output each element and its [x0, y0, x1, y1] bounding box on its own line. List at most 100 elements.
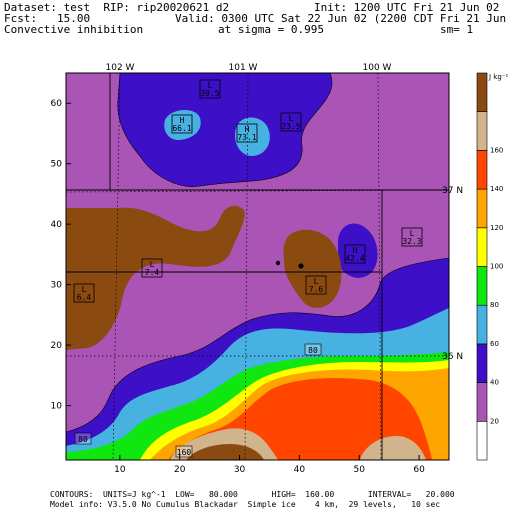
plot-frame — [65, 72, 450, 461]
colorbar-segment — [476, 227, 488, 267]
bottom-axis: 10 20 30 40 50 60 — [114, 455, 425, 475]
left-axis: 10 20 30 40 50 60 — [51, 99, 71, 412]
extremum-marker-high: H66.1 — [171, 114, 193, 134]
colorbar-tick-label: 160 — [490, 146, 503, 154]
state-boundaries — [66, 73, 449, 460]
meridian-102w — [112, 72, 121, 461]
marker-box — [401, 227, 423, 247]
marker-type: L — [289, 114, 294, 123]
colorbar-units: J kg⁻¹ — [488, 73, 508, 81]
contour-value-label: 80 — [74, 432, 92, 445]
bottom-tick-label: 50 — [354, 465, 366, 475]
fill-blue-north — [117, 73, 332, 187]
bottom-tick-label: 20 — [174, 465, 186, 475]
city-dot-2 — [298, 263, 304, 269]
contour-line-north — [117, 73, 333, 187]
sigma-level-label: at sigma = 0.995 — [218, 23, 324, 36]
extremum-marker-low: L39.5 — [199, 79, 221, 99]
colorbar-tick-label: 40 — [490, 379, 499, 387]
bottom-tick-label: 60 — [413, 465, 425, 475]
smoothing-label: sm= 1 — [440, 23, 474, 36]
marker-box — [305, 275, 327, 295]
marker-box — [199, 79, 221, 99]
fill-cyan-north-west — [164, 109, 201, 140]
contour-lines — [66, 73, 449, 433]
lat-lon-grid — [65, 72, 450, 461]
colorbar-tick-label: 100 — [490, 263, 503, 271]
fill-cyan-north-east — [234, 117, 270, 156]
fill-brown-central — [283, 229, 342, 308]
marker-value: 23.5 — [281, 122, 300, 131]
longitude-label: 101 W — [229, 63, 258, 73]
colorbar-tick-label: 20 — [490, 417, 499, 425]
marker-type: H — [180, 116, 185, 125]
marker-box — [141, 258, 163, 278]
left-tick-label: 20 — [51, 341, 63, 351]
marker-value: 6.4 — [77, 293, 92, 302]
colorbar-segment — [476, 304, 488, 345]
colorbar-segment — [476, 343, 488, 383]
extremum-marker-low: L7.4 — [141, 258, 163, 278]
contour-label-text: 160 — [177, 448, 192, 457]
extremum-marker-high: H73.1 — [236, 123, 258, 143]
right-latitude-labels: 37 N 36 N — [442, 186, 463, 362]
meridian-101w — [244, 72, 249, 461]
contour-fill-layer — [66, 73, 449, 460]
marker-type: L — [208, 81, 213, 90]
latitude-label: 36 N — [442, 352, 463, 362]
latitude-label: 37 N — [442, 186, 463, 196]
forecast-hour-label: Fcst: 15.00 — [4, 12, 91, 25]
bottom-tick-label: 40 — [294, 465, 306, 475]
colorbar-tick-label: 60 — [490, 340, 499, 348]
fill-brown-west — [66, 205, 245, 350]
contour-value-label: 160 — [175, 445, 193, 458]
top-longitude-labels: 102 W 101 W 100 W — [106, 63, 392, 73]
colorbar-tick-label: 80 — [490, 301, 499, 309]
extremum-marker-high: H42.4 — [344, 244, 366, 264]
extremum-marker-low: L32.3 — [401, 227, 423, 247]
marker-type: L — [150, 260, 155, 269]
marker-value: 7.6 — [309, 285, 324, 294]
meridian-100w — [377, 72, 382, 461]
dataset-label: Dataset: test RIP: rip20020621 d2 — [4, 1, 230, 14]
extremum-marker-low: L6.4 — [73, 283, 95, 303]
left-tick-label: 10 — [51, 402, 63, 412]
contour-label-text: 80 — [78, 435, 88, 444]
contour-line-south — [66, 257, 449, 433]
left-tick-label: 50 — [51, 160, 63, 170]
marker-type: L — [82, 285, 87, 294]
extremum-marker-low: L7.6 — [305, 275, 327, 295]
fill-blue-east — [337, 223, 378, 278]
marker-type: H — [245, 125, 250, 134]
left-tick-label: 30 — [51, 281, 63, 291]
contour-label-text: 80 — [308, 346, 318, 355]
marker-value: 42.4 — [345, 254, 364, 263]
colorbar-segment — [476, 420, 488, 461]
marker-box — [280, 112, 302, 132]
colorbar-segment — [476, 111, 488, 151]
colorbar-tick-label: 140 — [490, 185, 503, 193]
left-tick-label: 60 — [51, 99, 63, 109]
marker-type: H — [353, 246, 358, 255]
field-name-label: Convective inhibition — [4, 23, 144, 36]
valid-time-label: Valid: 0300 UTC Sat 22 Jun 02 (2200 CDT … — [175, 12, 512, 25]
marker-box — [73, 283, 95, 303]
marker-value: 73.1 — [237, 133, 256, 142]
marker-value: 7.4 — [145, 268, 160, 277]
city-dot-1 — [275, 260, 281, 266]
left-tick-label: 40 — [51, 220, 63, 230]
marker-box — [171, 114, 193, 134]
extremum-marker-low: L23.5 — [280, 112, 302, 132]
colorbar: 20 40 60 80 100 120 140 160 J kg⁻¹ — [476, 72, 508, 461]
init-time-label: Init: 1200 UTC Fri 21 Jun 02 — [314, 1, 500, 14]
marker-value: 66.1 — [172, 124, 191, 133]
marker-value: 39.5 — [200, 89, 219, 98]
longitude-label: 100 W — [363, 63, 392, 73]
colorbar-segment — [476, 266, 488, 306]
contour-label-box — [175, 445, 193, 458]
colorbar-tick-label: 120 — [490, 224, 503, 232]
contour-value-label: 80 — [304, 343, 322, 356]
marker-value: 32.3 — [402, 237, 421, 246]
